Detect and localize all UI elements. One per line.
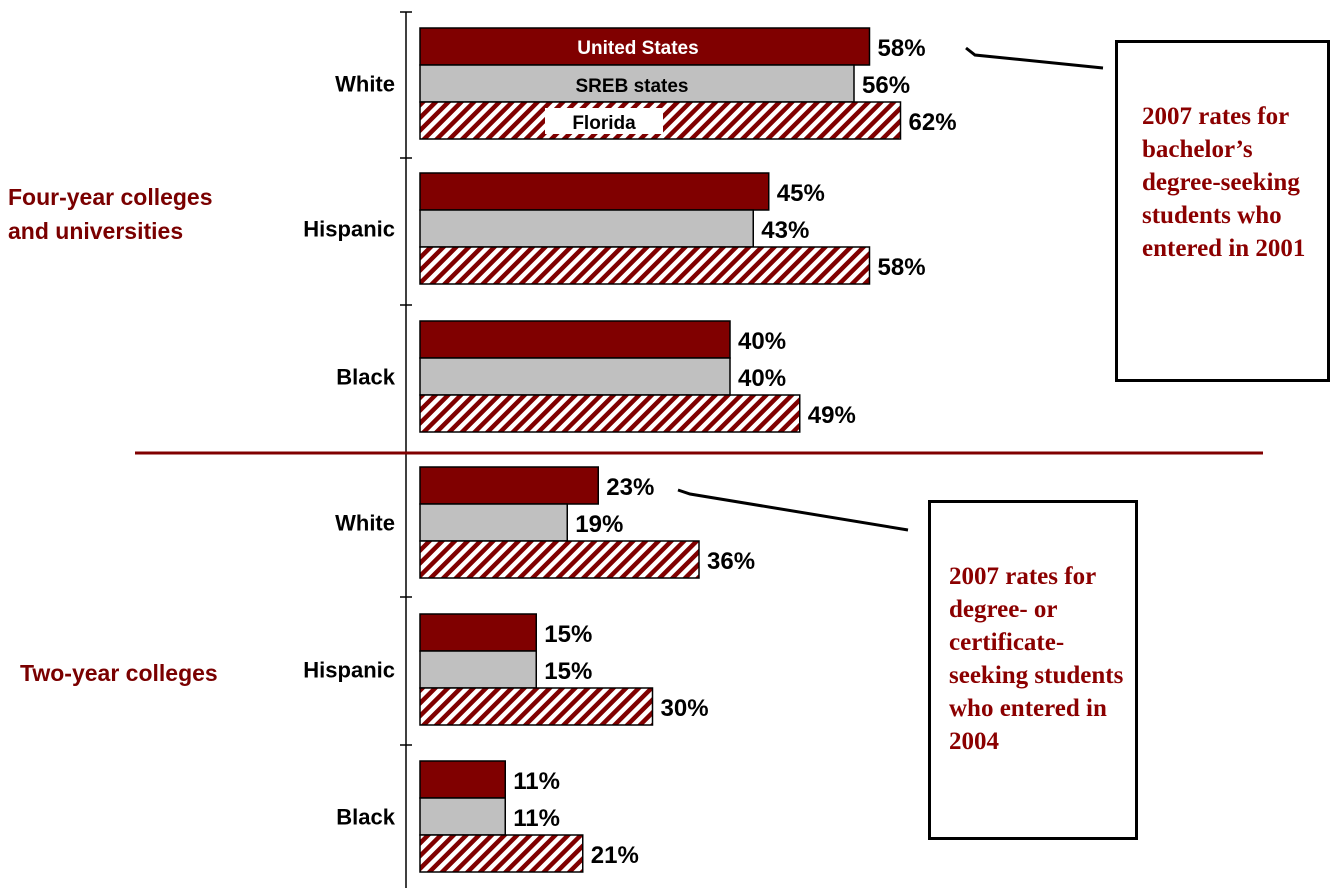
bar-us [419, 466, 599, 505]
bar-us [419, 760, 506, 799]
category-label-white: White [335, 72, 395, 97]
series-label-sreb-states: SREB states [576, 76, 689, 97]
value-label-us: 45% [777, 180, 825, 207]
value-label-us: 23% [606, 474, 654, 501]
value-label-florida: 62% [909, 109, 957, 136]
value-label-sreb: 15% [544, 658, 592, 685]
category-label-black: Black [336, 365, 395, 390]
value-label-florida: 30% [661, 695, 709, 722]
value-label-us: 40% [738, 328, 786, 355]
category-label-hispanic: Hispanic [303, 217, 395, 242]
bars-layer: Four-year colleges and universities White 5… [8, 11, 1263, 888]
bar-florida [419, 540, 700, 579]
value-label-florida: 49% [808, 402, 856, 429]
four-year-note-text: 2007 rates for bachelor’s degree-seeking… [1142, 103, 1306, 262]
bar-florida [419, 246, 871, 285]
value-label-florida: 36% [707, 548, 755, 575]
bar-us [419, 172, 770, 211]
section-label-two-year: Two-year colleges [20, 660, 218, 686]
category-label-hispanic: Hispanic [303, 658, 395, 683]
bar-us [419, 613, 537, 652]
value-label-us: 15% [544, 621, 592, 648]
value-label-sreb: 40% [738, 365, 786, 392]
four-year-note-box: 2007 rates for bachelor’s degree-seeking… [1115, 40, 1330, 382]
value-label-sreb: 43% [761, 217, 809, 244]
four-year-leader-line [965, 46, 1104, 70]
bar-florida [419, 394, 801, 433]
two-year-note-text: 2007 rates for degree- or certificate-se… [949, 563, 1124, 755]
bar-florida [419, 687, 654, 726]
value-label-sreb: 11% [513, 805, 560, 832]
value-label-us: 58% [878, 35, 926, 62]
bar-sreb [419, 209, 754, 248]
bar-sreb [419, 797, 506, 836]
series-label-united-states: United States [577, 38, 698, 59]
value-label-us: 11% [513, 768, 560, 795]
two-year-note-box: 2007 rates for degree- or certificate-se… [928, 500, 1138, 840]
bar-florida [419, 834, 584, 873]
category-label-black: Black [336, 805, 395, 830]
category-label-white: White [335, 511, 395, 536]
series-label-florida-backdrop [545, 108, 663, 134]
series-label-florida: Florida [572, 113, 636, 134]
value-label-sreb: 19% [575, 511, 623, 538]
section-label-four-year: Four-year colleges [8, 184, 213, 210]
bar-sreb [419, 503, 568, 542]
bar-sreb [419, 650, 537, 689]
value-label-florida: 58% [878, 254, 926, 281]
value-label-florida: 21% [591, 842, 639, 869]
bar-us [419, 320, 731, 359]
bar-sreb [419, 357, 731, 396]
bar-sreb [419, 64, 855, 103]
two-year-leader-line [677, 488, 909, 532]
value-label-sreb: 56% [862, 72, 910, 99]
section-label-four-year: and universities [8, 218, 183, 244]
